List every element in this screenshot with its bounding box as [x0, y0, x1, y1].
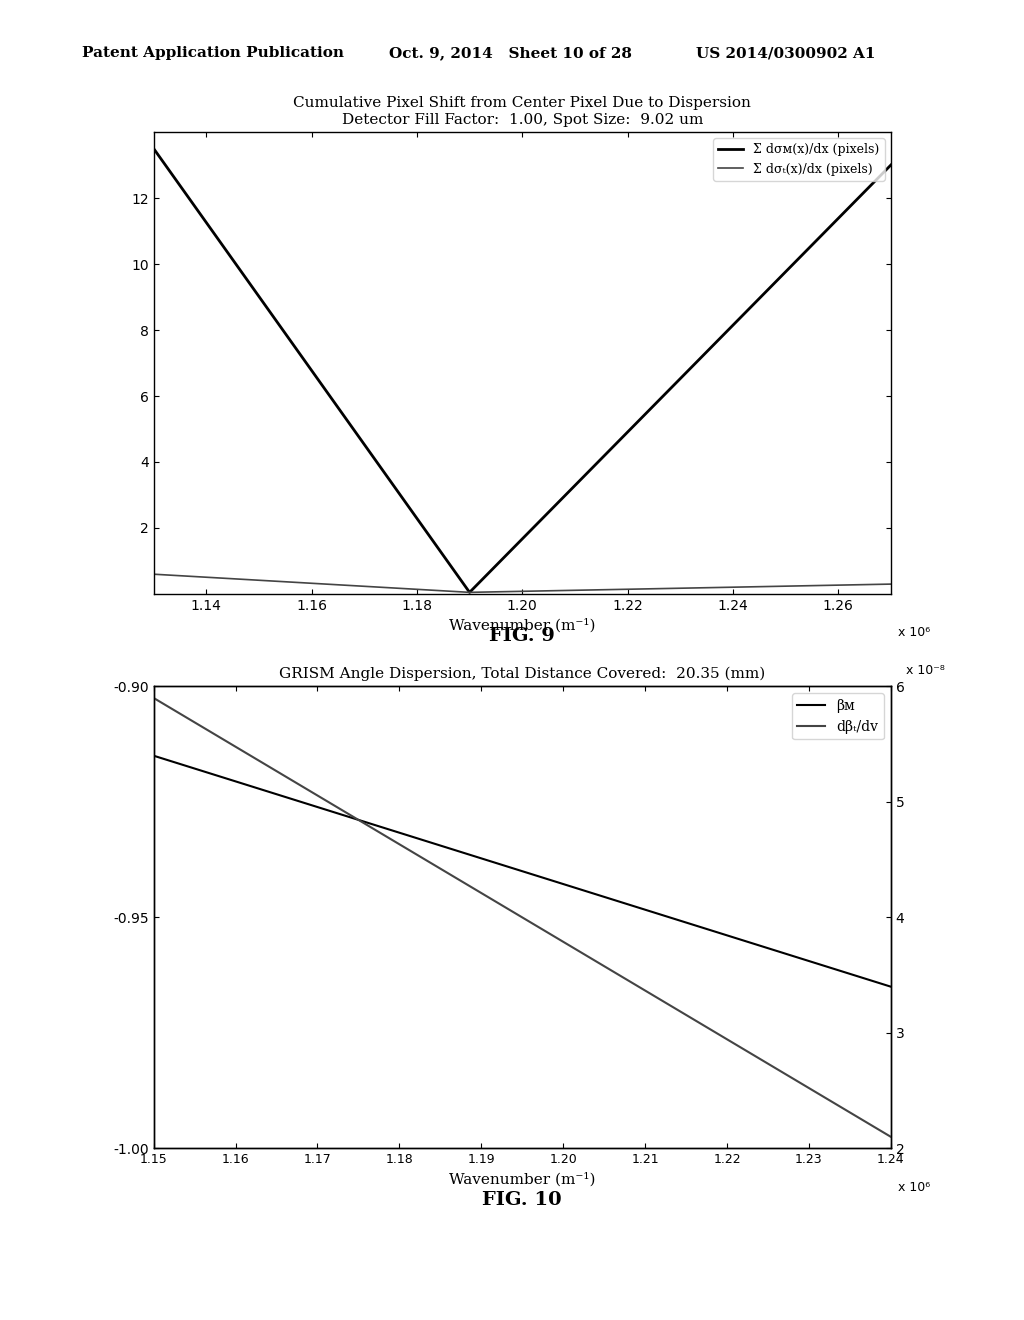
Σ dσₜ(x)/dx (pixels): [464, 585, 476, 601]
Line: Σ dσᴍ(x)/dx (pixels): Σ dσᴍ(x)/dx (pixels): [154, 149, 891, 593]
Legend: βᴍ, dβₜ/dv: βᴍ, dβₜ/dv: [792, 693, 884, 739]
Title: GRISM Angle Dispersion, Total Distance Covered:  20.35 (mm): GRISM Angle Dispersion, Total Distance C…: [280, 667, 765, 681]
Text: FIG. 10: FIG. 10: [482, 1191, 562, 1209]
Legend: Σ dσᴍ(x)/dx (pixels), Σ dσₜ(x)/dx (pixels): Σ dσᴍ(x)/dx (pixels), Σ dσₜ(x)/dx (pixel…: [714, 139, 885, 181]
Σ dσₜ(x)/dx (pixels): [885, 576, 897, 591]
Text: x 10⁶: x 10⁶: [898, 1180, 931, 1193]
Text: FIG. 9: FIG. 9: [489, 627, 555, 645]
Text: Oct. 9, 2014   Sheet 10 of 28: Oct. 9, 2014 Sheet 10 of 28: [389, 46, 632, 61]
Σ dσᴍ(x)/dx (pixels): [147, 141, 160, 157]
Σ dσₜ(x)/dx (pixels): [147, 566, 160, 582]
Text: x 10⁻⁸: x 10⁻⁸: [905, 664, 944, 677]
Σ dσᴍ(x)/dx (pixels): [885, 157, 897, 173]
Title: Cumulative Pixel Shift from Center Pixel Due to Dispersion
Detector Fill Factor:: Cumulative Pixel Shift from Center Pixel…: [293, 96, 752, 127]
Text: Patent Application Publication: Patent Application Publication: [82, 46, 344, 61]
Text: x 10⁶: x 10⁶: [898, 626, 931, 639]
X-axis label: Wavenumber (m⁻¹): Wavenumber (m⁻¹): [449, 618, 596, 632]
Σ dσᴍ(x)/dx (pixels): [464, 585, 476, 601]
X-axis label: Wavenumber (m⁻¹): Wavenumber (m⁻¹): [449, 1172, 596, 1187]
Text: US 2014/0300902 A1: US 2014/0300902 A1: [696, 46, 876, 61]
Line: Σ dσₜ(x)/dx (pixels): Σ dσₜ(x)/dx (pixels): [154, 574, 891, 593]
